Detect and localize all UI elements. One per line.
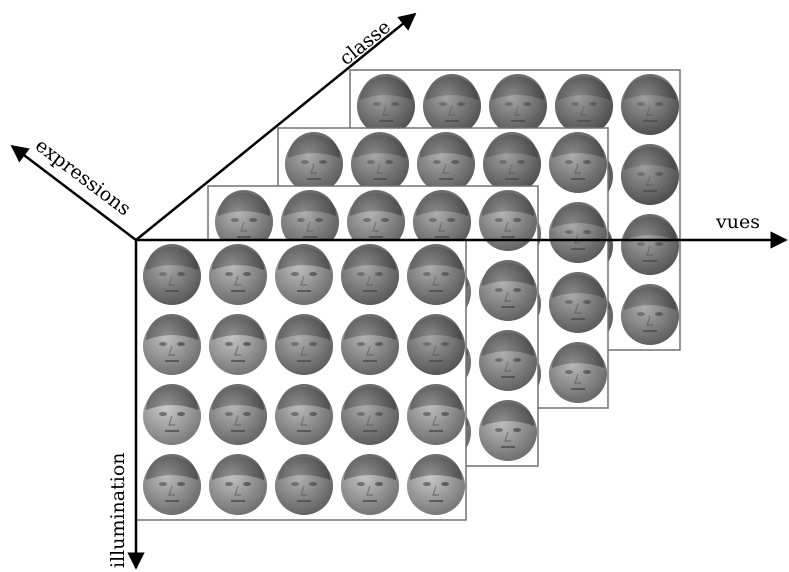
face-image: [143, 314, 201, 375]
face-image: [555, 74, 613, 135]
face-image: [351, 132, 409, 193]
axis-expressions: [10, 144, 137, 241]
label-expressions: expressions: [31, 134, 135, 220]
label-illumination: illumination: [107, 452, 129, 568]
face-image: [479, 400, 537, 461]
label-classe: classe: [335, 16, 395, 70]
face-image: [275, 384, 333, 445]
face-image: [549, 272, 607, 333]
label-vues: vues: [715, 211, 760, 233]
face-image: [621, 74, 679, 135]
face-image: [275, 314, 333, 375]
face-image: [407, 454, 465, 515]
face-image: [423, 74, 481, 135]
face-image: [209, 314, 267, 375]
face-image: [275, 454, 333, 515]
face-layers: [135, 69, 681, 521]
face-image: [621, 144, 679, 205]
face-layer: [135, 239, 467, 521]
face-image: [341, 244, 399, 305]
face-image: [347, 190, 405, 251]
axis-classe: [135, 12, 417, 241]
face-image: [621, 214, 679, 275]
face-image: [341, 384, 399, 445]
face-image: [479, 330, 537, 391]
face-image: [549, 132, 607, 193]
face-image: [209, 384, 267, 445]
face-image: [479, 260, 537, 321]
face-image: [143, 384, 201, 445]
face-image: [407, 384, 465, 445]
face-image: [489, 74, 547, 135]
face-image: [143, 244, 201, 305]
face-image: [285, 132, 343, 193]
face-image: [281, 190, 339, 251]
face-image: [407, 244, 465, 305]
face-image: [549, 342, 607, 403]
face-image: [407, 314, 465, 375]
face-image: [357, 74, 415, 135]
face-image: [483, 132, 541, 193]
face-image: [549, 202, 607, 263]
face-image: [143, 454, 201, 515]
face-image: [215, 190, 273, 251]
face-image: [341, 454, 399, 515]
face-image: [209, 454, 267, 515]
axes: [10, 12, 788, 570]
face-image: [341, 314, 399, 375]
face-image: [209, 244, 267, 305]
face-image: [413, 190, 471, 251]
face-image: [275, 244, 333, 305]
face-image: [479, 190, 537, 251]
face-image: [417, 132, 475, 193]
face-image: [621, 284, 679, 345]
